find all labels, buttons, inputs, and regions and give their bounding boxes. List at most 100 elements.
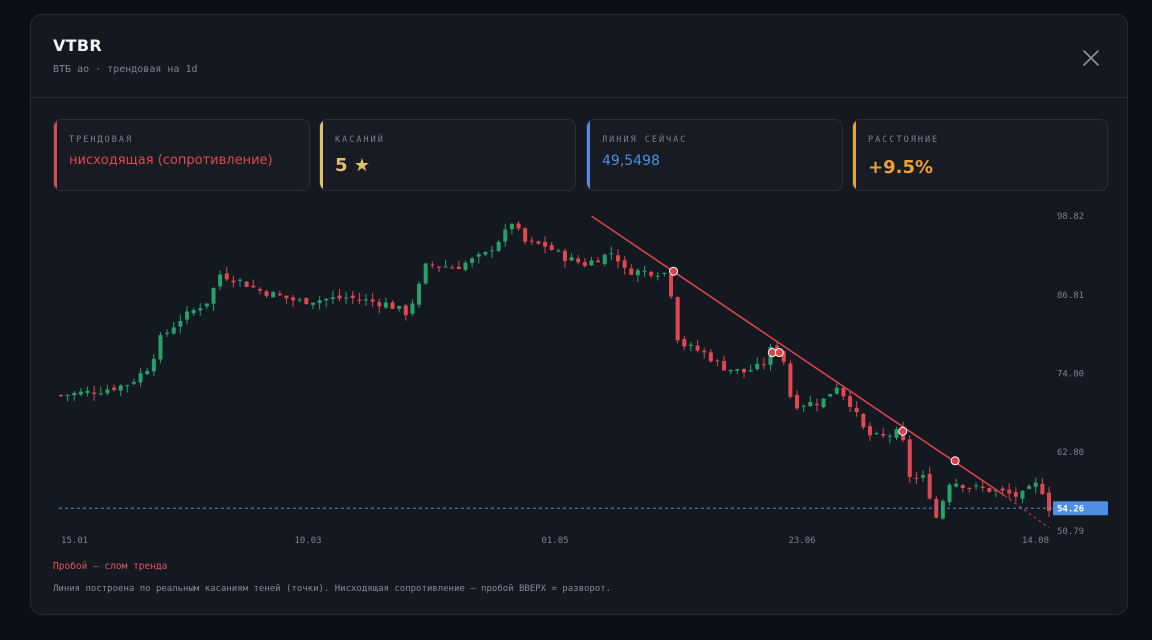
candle-body: [536, 241, 541, 244]
candle-body: [423, 263, 428, 284]
candle-body: [695, 345, 700, 351]
star-icon: ★: [353, 155, 370, 176]
breakout-legend: Пробой — слом тренда: [53, 561, 168, 572]
candle-body: [470, 258, 475, 263]
candle-body: [987, 487, 992, 492]
candle-body: [894, 429, 899, 438]
x-tick-label: 23.06: [788, 536, 815, 546]
candle-body: [543, 242, 548, 247]
candle-body: [271, 292, 276, 298]
candle-body: [118, 385, 123, 391]
candle-body: [1007, 489, 1012, 494]
x-tick-label: 10.03: [294, 536, 321, 546]
candle-body: [357, 299, 362, 301]
ticker-title: VTBR: [53, 36, 103, 55]
candle-body: [211, 287, 216, 304]
trendline-modal: VTBR ВТБ ао · трендовая на 1d ТРЕНДОВАЯ …: [30, 14, 1128, 615]
candle-body: [867, 426, 872, 436]
trendline: [591, 215, 1005, 497]
candle-body: [397, 306, 402, 309]
chart-note: Линия построена по реальным касаниям тен…: [53, 584, 612, 594]
y-axis-labels: 98.82 86.81 74.80 62.80 50.79: [1057, 212, 1084, 537]
candle-body: [364, 299, 369, 301]
candle-body: [463, 262, 468, 270]
candle-body: [788, 363, 793, 397]
stat-card-trend: ТРЕНДОВАЯ нисходящая (сопротивление): [53, 119, 310, 191]
candle-body: [131, 382, 136, 384]
y-tick-label: 74.80: [1057, 370, 1084, 380]
candle-body: [151, 358, 156, 372]
candle-body: [755, 363, 760, 369]
candle-body: [436, 266, 441, 268]
candle-body: [317, 300, 322, 304]
candle-body: [914, 477, 919, 479]
candle-body: [974, 485, 979, 487]
candle-body: [735, 369, 740, 371]
trendline-layer: [591, 215, 1050, 529]
stat-accent-bar: [587, 120, 590, 190]
candle-body: [881, 433, 886, 436]
candle-body: [251, 285, 256, 288]
stat-accent-bar: [54, 120, 57, 190]
candle-body: [430, 264, 435, 266]
candle-body: [549, 245, 554, 250]
stat-label: ТРЕНДОВАЯ: [69, 135, 134, 145]
y-tick-label: 62.80: [1057, 448, 1084, 458]
candle-body: [748, 370, 753, 372]
candle-body: [337, 295, 342, 299]
candle-body: [854, 407, 859, 413]
candle-body: [828, 394, 833, 397]
x-tick-label: 15.01: [61, 536, 88, 546]
candle-body: [887, 435, 892, 437]
candle-body: [688, 344, 693, 346]
candle-body: [874, 433, 879, 435]
candle-body: [204, 303, 209, 307]
candle-body: [324, 298, 329, 301]
stat-value: 5 ★: [335, 155, 370, 176]
candle-body: [814, 403, 819, 406]
candle-body: [529, 240, 534, 242]
candle-body: [450, 267, 455, 269]
close-icon[interactable]: [1081, 48, 1101, 68]
candle-body: [264, 291, 269, 296]
candle-body: [556, 250, 561, 252]
candle-body: [503, 229, 508, 242]
candle-body: [218, 274, 223, 287]
candle-body: [655, 275, 660, 277]
candle-body: [72, 392, 77, 396]
price-badge-bg: [1053, 501, 1108, 516]
y-tick-label: 86.81: [1057, 291, 1084, 301]
candle-body: [947, 484, 952, 503]
candle-body: [967, 487, 972, 489]
y-tick-label: 50.79: [1057, 527, 1084, 537]
candle-body: [330, 297, 335, 299]
candle-body: [490, 250, 495, 252]
candle-body: [635, 270, 640, 276]
candle-body: [669, 274, 674, 297]
candle-body: [708, 352, 713, 362]
candle-body: [1000, 488, 1005, 491]
candle-body: [310, 302, 315, 305]
x-axis-labels: 15.01 10.03 01.05 23.06 14.08: [61, 536, 1049, 546]
candle-body: [1040, 483, 1045, 494]
candle-body: [960, 485, 965, 488]
stat-label: РАССТОЯНИЕ: [868, 135, 940, 145]
candle-body: [622, 260, 627, 268]
candle-body: [1027, 485, 1032, 489]
candle-body: [761, 364, 766, 366]
candle-body: [861, 413, 866, 428]
touch-point: [669, 266, 679, 276]
candle-body: [344, 297, 349, 299]
candle-body: [178, 321, 183, 327]
candle-body: [350, 295, 355, 298]
candlestick-chart: 98.82 86.81 74.80 62.80 50.79 15.01 10.03 01.0…: [59, 212, 1108, 546]
candle-body: [85, 390, 90, 393]
candle-body: [145, 370, 150, 375]
stat-label: КАСАНИЙ: [335, 135, 385, 145]
stat-value: +9.5%: [868, 157, 934, 178]
candle-body: [662, 272, 667, 274]
candle-body: [649, 271, 654, 276]
candle-body: [907, 439, 912, 478]
candle-body: [509, 223, 514, 230]
touch-point: [774, 348, 784, 358]
